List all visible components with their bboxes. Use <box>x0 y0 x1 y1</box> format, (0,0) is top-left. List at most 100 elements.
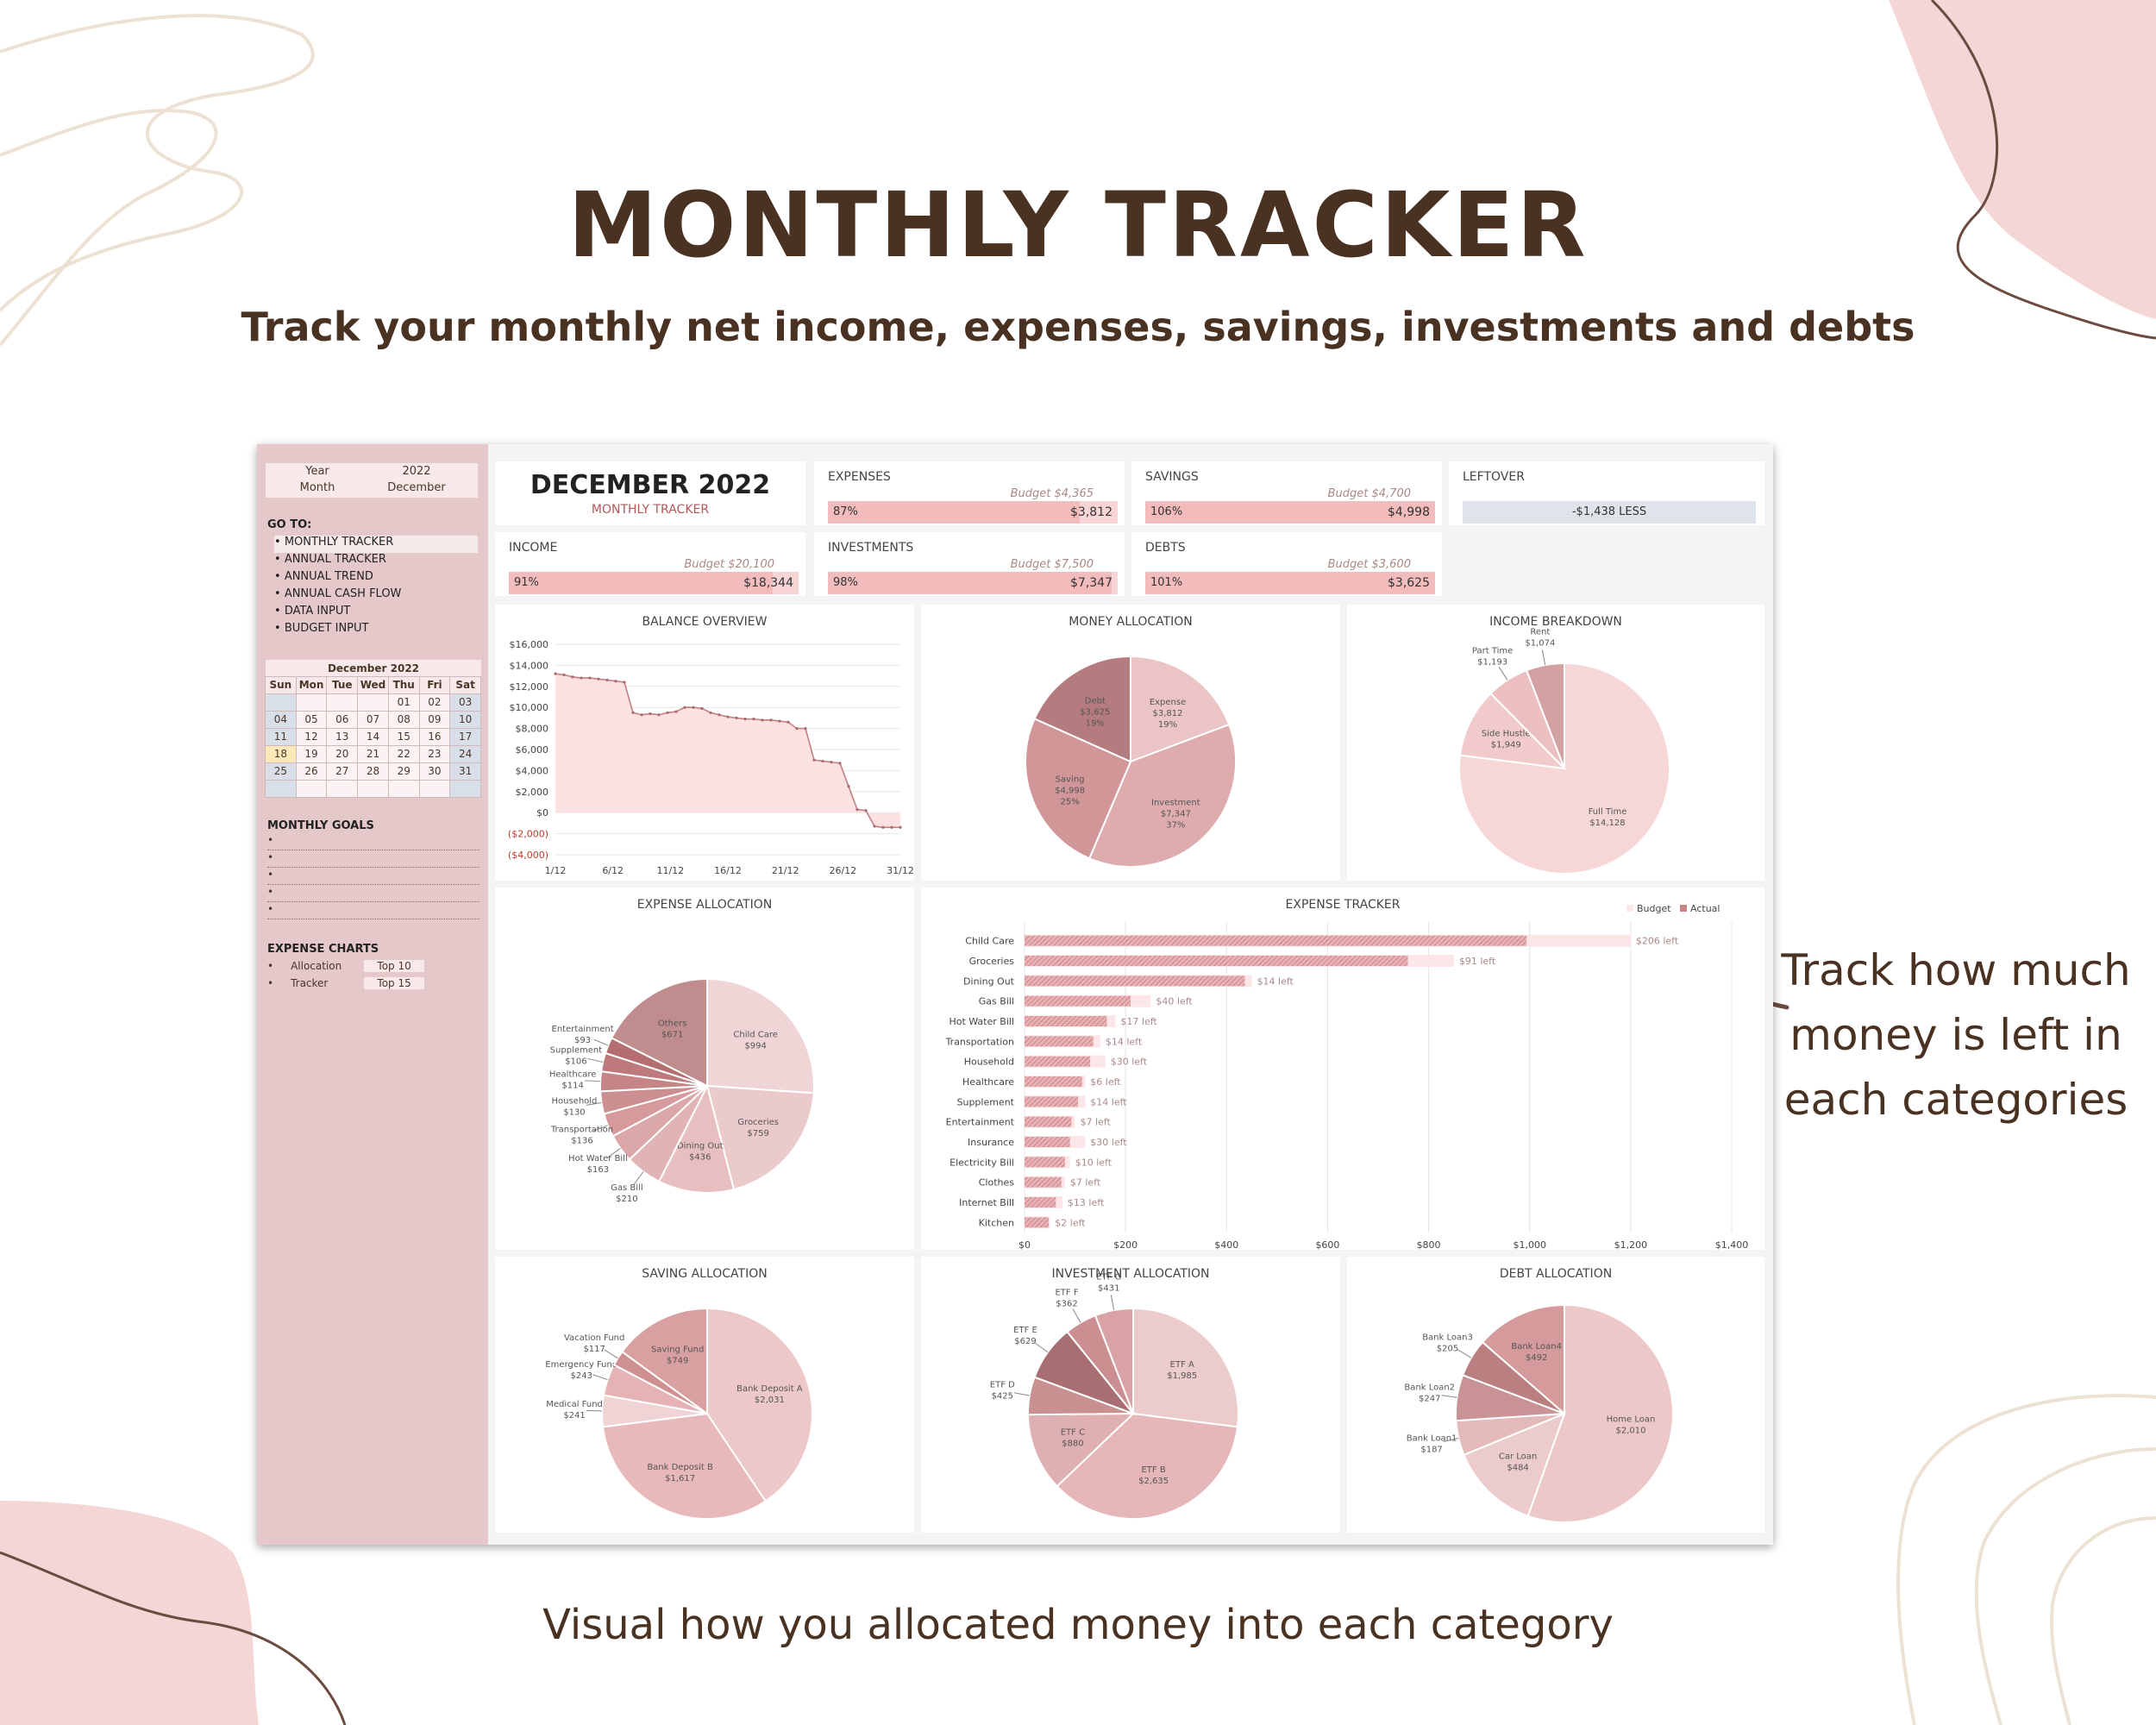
goal-line[interactable]: • <box>267 834 479 850</box>
pie-slice <box>1087 723 1237 868</box>
calendar-day[interactable]: 11 <box>265 728 297 746</box>
nav-annual-cash-flow[interactable]: • ANNUAL CASH FLOW <box>274 587 402 600</box>
balance-point <box>778 719 781 723</box>
leftover-value: -$1,438 LESS <box>1463 501 1756 524</box>
actual-bar <box>1025 1036 1094 1047</box>
chart-tag[interactable]: Top 15 <box>364 977 425 989</box>
bar-category-label: Child Care <box>965 936 1014 947</box>
calendar-day[interactable]: 21 <box>357 745 389 763</box>
actual-bar <box>1025 1096 1079 1107</box>
bar-category-label: Supplement <box>956 1096 1014 1107</box>
calendar-day[interactable]: 14 <box>357 728 389 746</box>
pie-label: Gas Bill <box>611 1183 642 1193</box>
bar-left-label: $7 left <box>1070 1177 1101 1189</box>
calendar-day[interactable]: 23 <box>418 745 451 763</box>
calendar-day[interactable]: 28 <box>357 762 389 781</box>
calendar-day[interactable]: 16 <box>418 728 451 746</box>
nav-annual-trend[interactable]: • ANNUAL TREND <box>274 570 373 583</box>
calendar-day[interactable]: 26 <box>295 762 328 781</box>
goal-line[interactable]: • <box>267 903 479 919</box>
kpi-progress-fill <box>1145 572 1435 594</box>
calendar-day[interactable]: 17 <box>449 728 481 746</box>
calendar-day[interactable]: 20 <box>326 745 359 763</box>
pie-value: $210 <box>616 1195 637 1204</box>
pie-label: ETF E <box>1013 1326 1037 1335</box>
pie-slice <box>1481 1303 1565 1416</box>
calendar-day[interactable]: 15 <box>387 728 420 746</box>
calendar-day[interactable]: 27 <box>326 762 359 781</box>
pie-value: $492 <box>1526 1353 1547 1363</box>
pie-label: Bank Loan2 <box>1404 1383 1455 1393</box>
kpi-card-debts: DEBTS Budget $3,600 101% $3,625 <box>1131 532 1442 596</box>
panel-balance-overview: BALANCE OVERVIEW $16,000 $14,000 $12,000 $1… <box>495 605 914 881</box>
legend-budget-swatch <box>1626 905 1633 912</box>
calendar-day[interactable]: 03 <box>449 693 481 712</box>
calendar-day[interactable]: 30 <box>418 762 451 781</box>
pie-label: Bank Loan3 <box>1422 1333 1473 1343</box>
bar-category-label: Entertainment <box>946 1117 1015 1128</box>
calendar-day[interactable]: 02 <box>418 693 451 712</box>
calendar-day[interactable]: 06 <box>326 711 359 729</box>
panel-saving-allocation: SAVING ALLOCATION Bank Deposit A $2,031 Ba… <box>495 1257 914 1533</box>
goal-line[interactable]: • <box>267 869 479 885</box>
calendar-day[interactable]: 08 <box>387 711 420 729</box>
blob-top-right <box>1889 0 2156 319</box>
legend-actual-swatch <box>1680 905 1687 912</box>
weekday-header: Tue <box>326 676 359 694</box>
goal-line[interactable]: • <box>267 886 479 902</box>
nav-annual-tracker[interactable]: • ANNUAL TRACKER <box>274 553 386 566</box>
calendar-day[interactable]: 10 <box>449 711 481 729</box>
chart-tag[interactable]: Top 10 <box>364 960 425 972</box>
pie-slice <box>706 977 815 1095</box>
pie-value: $425 <box>992 1391 1013 1401</box>
pie-label: Others <box>658 1019 687 1029</box>
pie-slice <box>1525 662 1565 769</box>
actual-bar <box>1025 1116 1072 1127</box>
year-value[interactable]: 2022 <box>402 465 431 478</box>
pie-leader-line <box>593 1038 609 1046</box>
calendar-day[interactable]: 31 <box>449 762 481 781</box>
x-tick-label: 16/12 <box>714 865 742 876</box>
calendar-day[interactable]: 01 <box>387 693 420 712</box>
nav-data-input[interactable]: • DATA INPUT <box>274 605 351 618</box>
x-tick-label: $800 <box>1417 1239 1441 1250</box>
chart-title: DEBT ALLOCATION <box>1499 1267 1613 1281</box>
weekday-header: Sat <box>449 676 481 694</box>
calendar-day[interactable]: 05 <box>295 711 328 729</box>
pie-label: ETF D <box>990 1380 1015 1389</box>
calendar-day[interactable]: 09 <box>418 711 451 729</box>
chart-link-tracker[interactable]: • Tracker Top 15 <box>267 977 425 989</box>
pie-label: Debt <box>1085 697 1106 706</box>
calendar-day[interactable]: 13 <box>326 728 359 746</box>
bar-category-label: Electricity Bill <box>950 1157 1014 1168</box>
calendar-day[interactable]: 04 <box>265 711 297 729</box>
calendar-day[interactable]: 24 <box>449 745 481 763</box>
pie-leader-line <box>604 1349 618 1359</box>
pie-slice <box>620 1307 708 1415</box>
nav-monthly-tracker[interactable]: • MONTHLY TRACKER <box>274 536 478 553</box>
calendar-day[interactable]: 12 <box>295 728 328 746</box>
calendar-day[interactable]: 29 <box>387 762 420 781</box>
goal-line[interactable]: • <box>267 851 479 868</box>
pie-label: Transportation <box>550 1125 613 1134</box>
pie-label: Child Care <box>733 1031 778 1040</box>
bar-left-label: $30 left <box>1111 1057 1148 1068</box>
bar-left-label: $10 left <box>1075 1157 1112 1168</box>
month-value[interactable]: December <box>387 481 446 494</box>
chart-link-allocation[interactable]: • Allocation Top 10 <box>267 960 425 972</box>
calendar-day[interactable]: 19 <box>295 745 328 763</box>
calendar-day[interactable]: 07 <box>357 711 389 729</box>
pie-value: $14,128 <box>1589 819 1625 828</box>
lines-bottom-right-2 <box>1974 1447 2156 1725</box>
pie-value: $205 <box>1437 1345 1458 1354</box>
calendar-day[interactable]: 22 <box>387 745 420 763</box>
bar-left-label: $30 left <box>1090 1137 1127 1148</box>
pie-slice <box>1026 1412 1136 1488</box>
kpi-title: INCOME <box>509 541 558 555</box>
pie-label: ETF A <box>1170 1360 1194 1370</box>
nav-budget-input[interactable]: • BUDGET INPUT <box>274 622 369 635</box>
calendar-day[interactable]: 25 <box>265 762 297 781</box>
calendar-day-today[interactable]: 18 <box>265 745 297 763</box>
x-tick-label: 21/12 <box>772 865 799 876</box>
pie-leader-line <box>587 1057 604 1063</box>
